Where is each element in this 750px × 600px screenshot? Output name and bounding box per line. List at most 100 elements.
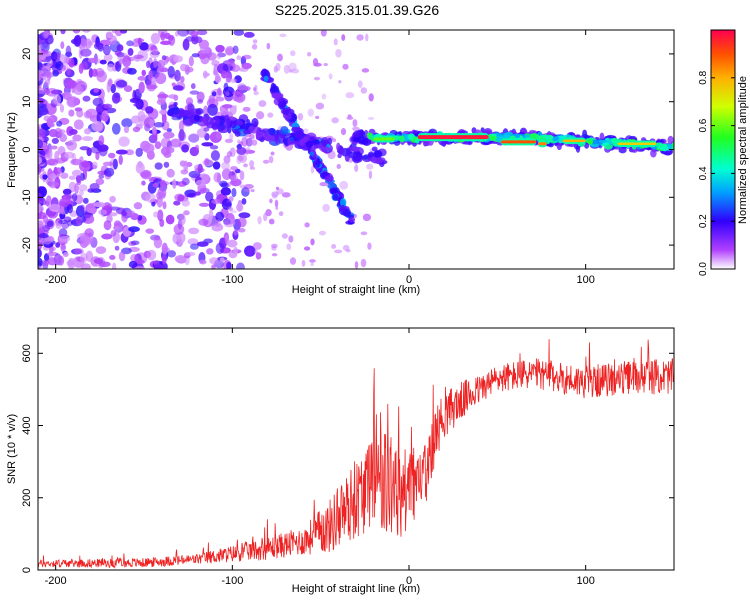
spectrogram-blob (195, 179, 206, 187)
spectrogram-blob (216, 51, 222, 60)
spectrogram-blob (38, 109, 50, 116)
snr-y-tick-label: 600 (21, 344, 33, 362)
spectrogram-blob (318, 143, 323, 149)
spectrogram-blob (126, 67, 137, 75)
spectrogram-blob (225, 59, 235, 67)
spectrogram-blob (85, 108, 98, 119)
spectrogram-blob (38, 257, 43, 268)
spectrogram-blob (357, 80, 363, 89)
spectrogram-blob (79, 204, 85, 212)
spectrogram-blob (188, 227, 200, 235)
spectrogram-blob (356, 34, 364, 41)
spectrogram-blob (190, 243, 199, 250)
spectrogram-blob (362, 137, 372, 146)
spectrogram-blob (62, 251, 69, 258)
spectrogram-blob (76, 175, 82, 186)
spectrogram-blob (103, 53, 113, 62)
spectrogram-blob (73, 85, 84, 96)
spectrogram-blob (172, 85, 184, 91)
spectrogram-blob (251, 139, 258, 146)
spectrogram-blob (157, 93, 169, 99)
spectrogram-blob (202, 70, 208, 79)
spectrogram-blob (223, 218, 236, 228)
spectrogram-blob (322, 203, 330, 212)
spectrogram-blob (67, 204, 74, 214)
spectrogram-blob (83, 128, 92, 135)
spectrogram-blob (118, 251, 126, 262)
spectrogram-blob (271, 92, 282, 99)
spectrogram-blob (281, 233, 288, 239)
spectrogram-blob (60, 172, 69, 179)
spectrogram-blob (92, 97, 104, 107)
spectrogram-blob (335, 48, 342, 58)
spectrogram-blob (165, 214, 175, 225)
spectrogram-blob (80, 48, 92, 57)
spectrogram-blob (50, 145, 58, 150)
spectrogram-blob (64, 151, 75, 159)
spectrogram-blob (293, 131, 304, 138)
spectrogram-blob (70, 158, 82, 166)
spectrogram-blob (253, 90, 259, 96)
spectrogram-blob (266, 42, 271, 50)
spectrogram-blob (366, 163, 374, 170)
spectrogram-blob (197, 163, 203, 174)
spectrogram-blob (140, 140, 151, 152)
spectrogram-blob (345, 92, 355, 99)
spectrogram-blob (98, 135, 105, 146)
spectrogram-x-axis-label: Height of straight line (km) (292, 284, 420, 296)
spectrogram-blob (233, 229, 239, 236)
spectrogram-blob (48, 248, 54, 259)
spectrogram-x-tick-label: -100 (221, 274, 243, 286)
spectrogram-blob (130, 240, 140, 246)
spectrogram-blob (489, 135, 497, 141)
spectrogram-blob (128, 260, 138, 269)
spectrogram-blob (193, 114, 201, 122)
spectrogram-blob (99, 59, 107, 65)
spectrogram-blob (315, 115, 320, 120)
spectrogram-blob (365, 33, 369, 42)
spectrogram-blob (336, 163, 341, 170)
spectrogram-blob (297, 112, 304, 121)
spectrogram-blob (121, 118, 133, 128)
spectrogram-blob (257, 216, 262, 225)
spectrogram-blob (178, 129, 185, 141)
spectrogram-blob (222, 86, 235, 98)
spectrogram-blob (38, 103, 47, 108)
spectrogram-blob (650, 148, 657, 158)
spectrogram-blob (268, 127, 276, 136)
spectrogram-blob (46, 195, 52, 205)
spectrogram-blob (189, 90, 200, 95)
spectrogram-blob (271, 253, 278, 257)
spectrogram-blob (211, 123, 221, 130)
spectrogram-blob (249, 133, 255, 140)
spectrogram-blob (166, 168, 175, 178)
spectrogram-blob (211, 223, 224, 232)
spectrogram-blob (234, 120, 244, 126)
spectrogram-blob (338, 80, 342, 84)
spectrogram-blob (255, 252, 262, 260)
spectrogram-blob (46, 87, 58, 97)
spectrogram-blob (575, 144, 581, 153)
spectrogram-blob (243, 163, 248, 168)
spectrogram-blob (239, 184, 246, 189)
spectrogram-blob (78, 184, 88, 192)
spectrogram-blob (315, 102, 325, 110)
spectrogram-blob (172, 106, 180, 115)
spectrogram-blob (151, 76, 156, 85)
spectrogram-blob (367, 151, 375, 159)
snr-y-tick-label: 400 (21, 416, 33, 434)
spectrogram-blob (229, 78, 237, 84)
spectrogram-blob (125, 149, 135, 156)
spectrogram-blob (95, 178, 105, 186)
spectrogram-blob (224, 104, 228, 110)
spectrogram-blob (210, 150, 220, 161)
spectrogram-blob (354, 164, 359, 172)
spectrogram-blob (153, 211, 159, 218)
spectrogram-blob (145, 228, 155, 234)
spectrogram-blob (64, 56, 69, 64)
spectrogram-blob (233, 104, 238, 110)
spectrogram-blob (161, 253, 167, 265)
spectrogram-blob (56, 120, 63, 127)
spectrogram-blob (153, 58, 158, 68)
spectrogram-blob (109, 255, 116, 260)
